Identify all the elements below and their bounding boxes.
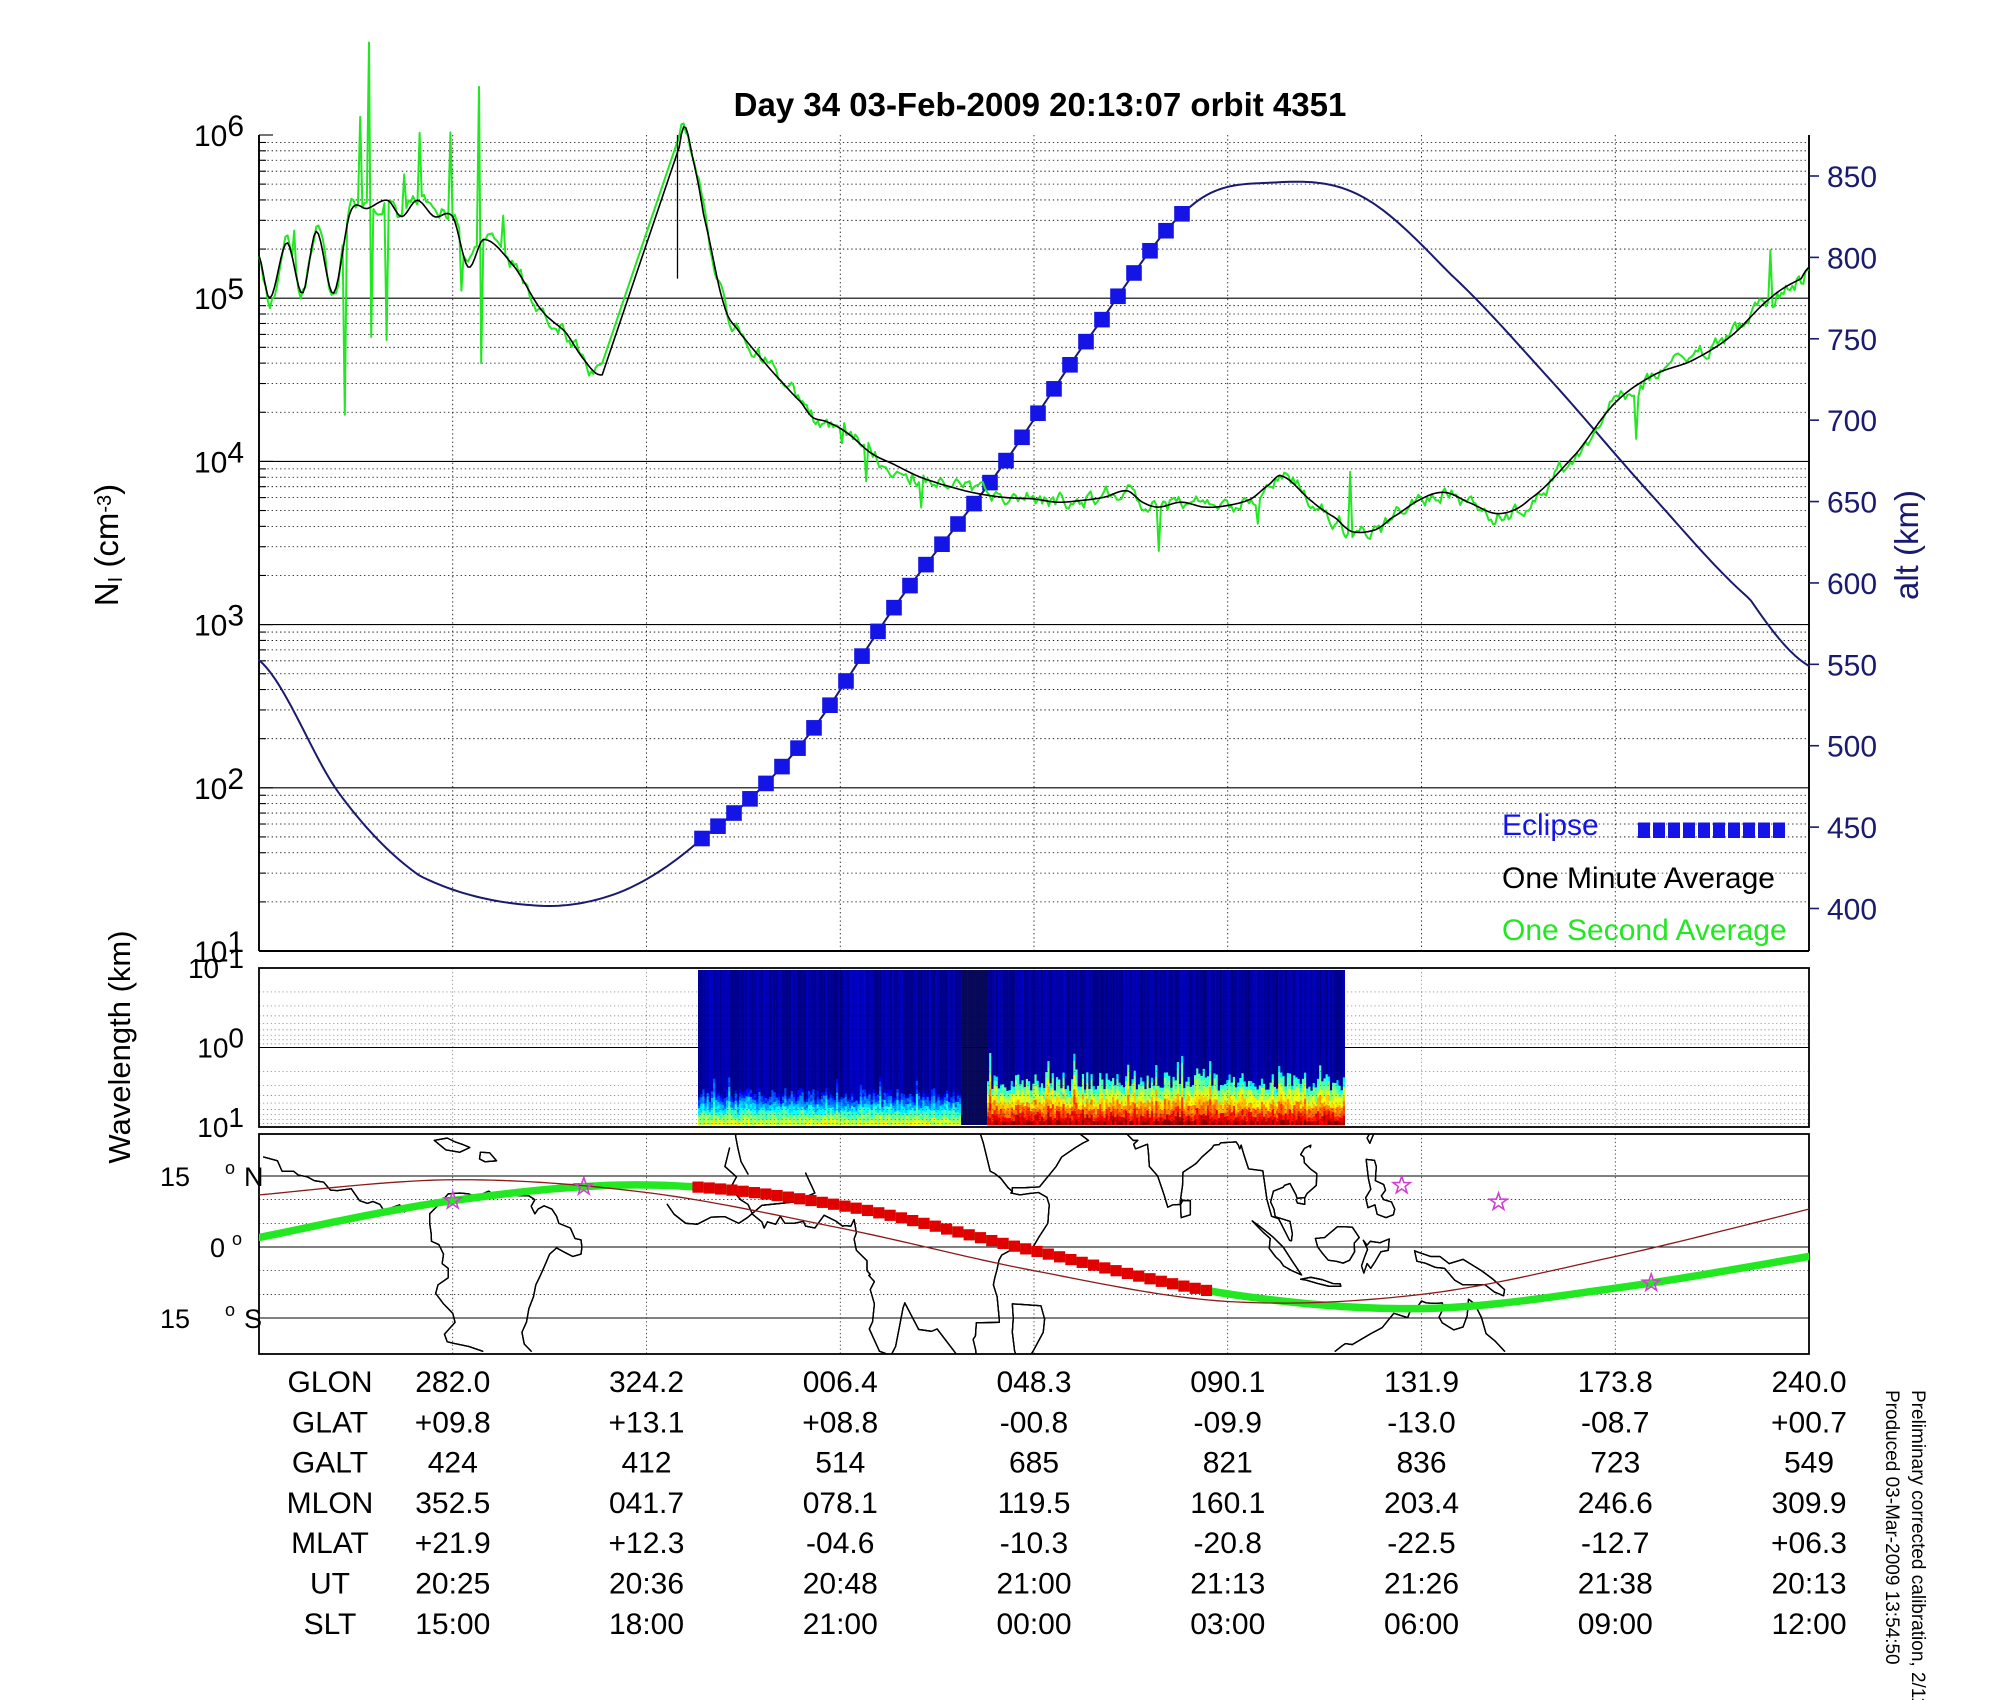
svg-text:15: 15 xyxy=(160,1304,190,1334)
svg-text:600: 600 xyxy=(1827,568,1877,601)
svg-text:N: N xyxy=(244,1162,264,1192)
svg-text:+00.7: +00.7 xyxy=(1771,1406,1847,1439)
svg-text:21:00: 21:00 xyxy=(996,1568,1071,1601)
svg-text:131.9: 131.9 xyxy=(1384,1366,1459,1399)
svg-text:048.3: 048.3 xyxy=(996,1366,1071,1399)
svg-text:412: 412 xyxy=(621,1447,671,1480)
svg-text:514: 514 xyxy=(815,1447,865,1480)
svg-text:400: 400 xyxy=(1827,894,1877,927)
svg-text:-04.6: -04.6 xyxy=(806,1527,874,1560)
svg-text:-22.5: -22.5 xyxy=(1387,1527,1455,1560)
svg-text:309.9: 309.9 xyxy=(1771,1487,1846,1520)
svg-text:550: 550 xyxy=(1827,649,1877,682)
svg-text:21:26: 21:26 xyxy=(1384,1568,1459,1601)
svg-text:-00.8: -00.8 xyxy=(1000,1406,1068,1439)
svg-text:650: 650 xyxy=(1827,487,1877,520)
svg-text:-08.7: -08.7 xyxy=(1581,1406,1649,1439)
svg-text:S: S xyxy=(244,1304,262,1334)
svg-text:-20.8: -20.8 xyxy=(1194,1527,1262,1560)
svg-text:Day 34 03-Feb-2009 20:13:07: Day 34 03-Feb-2009 20:13:07 orbit 4351 xyxy=(734,86,1347,123)
svg-text:UT: UT xyxy=(310,1568,350,1601)
svg-text:-13.0: -13.0 xyxy=(1387,1406,1455,1439)
svg-text:SLT: SLT xyxy=(304,1608,357,1641)
svg-text:18:00: 18:00 xyxy=(609,1608,684,1641)
svg-text:o: o xyxy=(225,1300,235,1320)
svg-text:173.8: 173.8 xyxy=(1578,1366,1653,1399)
svg-text:20:13: 20:13 xyxy=(1771,1568,1846,1601)
svg-text:119.5: 119.5 xyxy=(998,1487,1071,1520)
svg-text:21:38: 21:38 xyxy=(1578,1568,1653,1601)
svg-text:-10.3: -10.3 xyxy=(1000,1527,1068,1560)
svg-text:0: 0 xyxy=(210,1233,225,1263)
svg-text:15:00: 15:00 xyxy=(415,1608,490,1641)
svg-text:282.0: 282.0 xyxy=(415,1366,490,1399)
svg-text:203.4: 203.4 xyxy=(1384,1487,1459,1520)
svg-text:GLAT: GLAT xyxy=(292,1406,368,1439)
svg-text:One Minute Average: One Minute Average xyxy=(1502,862,1775,895)
svg-text:-09.9: -09.9 xyxy=(1194,1406,1262,1439)
svg-text:450: 450 xyxy=(1827,812,1877,845)
svg-text:078.1: 078.1 xyxy=(803,1487,878,1520)
svg-text:09:00: 09:00 xyxy=(1578,1608,1653,1641)
svg-text:+13.1: +13.1 xyxy=(609,1406,685,1439)
svg-text:MLON: MLON xyxy=(287,1487,374,1520)
svg-text:424: 424 xyxy=(428,1447,478,1480)
svg-text:o: o xyxy=(232,1229,242,1249)
svg-text:352.5: 352.5 xyxy=(415,1487,490,1520)
svg-text:21:13: 21:13 xyxy=(1190,1568,1265,1601)
svg-text:+09.8: +09.8 xyxy=(415,1406,491,1439)
svg-text:549: 549 xyxy=(1784,1447,1834,1480)
svg-text:GLON: GLON xyxy=(287,1366,372,1399)
svg-text:836: 836 xyxy=(1396,1447,1446,1480)
svg-text:800: 800 xyxy=(1827,242,1877,275)
svg-text:240.0: 240.0 xyxy=(1771,1366,1846,1399)
svg-text:GALT: GALT xyxy=(292,1447,368,1480)
svg-text:06:00: 06:00 xyxy=(1384,1608,1459,1641)
svg-text:20:36: 20:36 xyxy=(609,1568,684,1601)
svg-text:Wavelength (km): Wavelength (km) xyxy=(102,930,137,1163)
svg-text:12:00: 12:00 xyxy=(1771,1608,1846,1641)
svg-text:160.1: 160.1 xyxy=(1190,1487,1265,1520)
svg-text:246.6: 246.6 xyxy=(1578,1487,1653,1520)
svg-text:685: 685 xyxy=(1009,1447,1059,1480)
svg-text:03:00: 03:00 xyxy=(1190,1608,1265,1641)
svg-text:15: 15 xyxy=(160,1162,190,1192)
svg-text:324.2: 324.2 xyxy=(609,1366,684,1399)
svg-text:00:00: 00:00 xyxy=(996,1608,1071,1641)
svg-text:alt (km): alt (km) xyxy=(1888,490,1925,600)
svg-text:821: 821 xyxy=(1203,1447,1253,1480)
svg-text:+06.3: +06.3 xyxy=(1771,1527,1847,1560)
svg-text:Preliminary corrected calibrat: Preliminary corrected calibration, 2/11/… xyxy=(1907,1390,1928,1700)
svg-text:090.1: 090.1 xyxy=(1190,1366,1265,1399)
svg-text:+12.3: +12.3 xyxy=(609,1527,685,1560)
svg-text:Eclipse: Eclipse xyxy=(1502,809,1599,842)
svg-text:One Second Average: One Second Average xyxy=(1502,914,1787,947)
svg-text:Produced 03-Mar-2009 13:54:50: Produced 03-Mar-2009 13:54:50 xyxy=(1881,1390,1902,1665)
svg-text:-12.7: -12.7 xyxy=(1581,1527,1649,1560)
svg-text:20:25: 20:25 xyxy=(415,1568,490,1601)
svg-text:+21.9: +21.9 xyxy=(415,1527,491,1560)
svg-text:+08.8: +08.8 xyxy=(802,1406,878,1439)
svg-text:500: 500 xyxy=(1827,731,1877,764)
svg-text:850: 850 xyxy=(1827,161,1877,194)
svg-text:723: 723 xyxy=(1590,1447,1640,1480)
svg-text:20:48: 20:48 xyxy=(803,1568,878,1601)
svg-text:21:00: 21:00 xyxy=(803,1608,878,1641)
svg-text:MLAT: MLAT xyxy=(291,1527,369,1560)
svg-text:041.7: 041.7 xyxy=(609,1487,684,1520)
svg-text:o: o xyxy=(225,1158,235,1178)
svg-text:700: 700 xyxy=(1827,405,1877,438)
svg-text:006.4: 006.4 xyxy=(803,1366,878,1399)
svg-text:750: 750 xyxy=(1827,324,1877,357)
